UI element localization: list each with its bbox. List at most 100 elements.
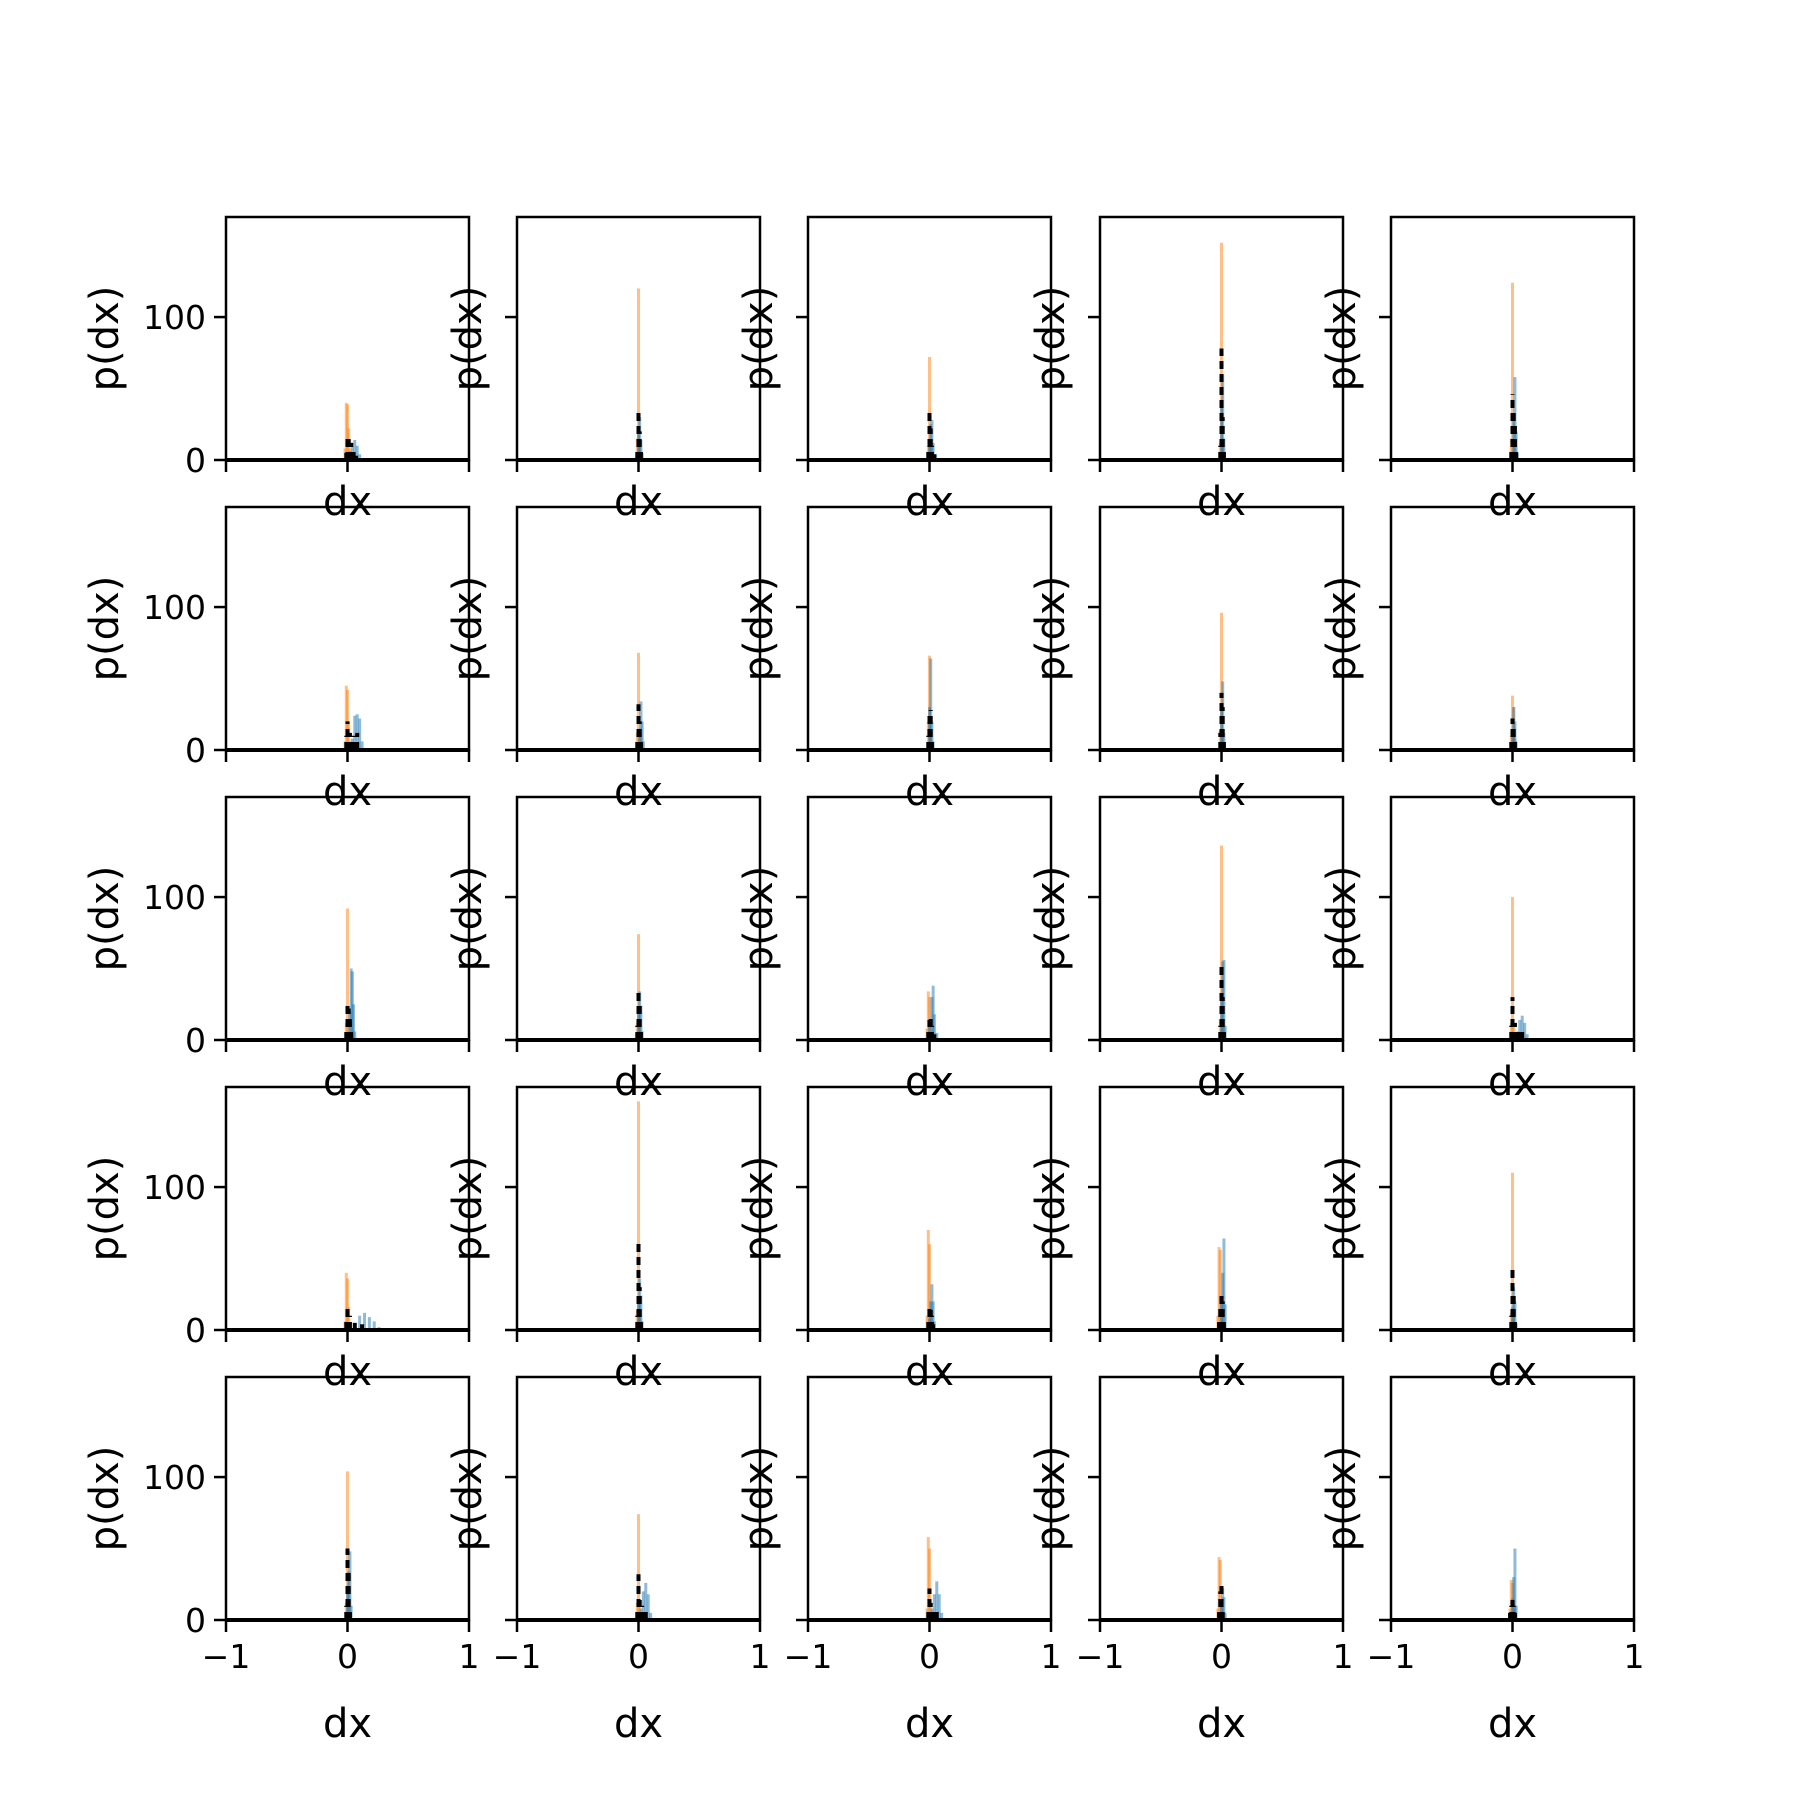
blue-histogram-bar xyxy=(350,442,354,460)
y-axis-label: p(dx) xyxy=(1319,1446,1365,1552)
x-tick-label: 1 xyxy=(459,1637,480,1676)
series-dashed xyxy=(1509,718,1517,750)
y-axis-label: p(dx) xyxy=(1319,1156,1365,1262)
series-orange-bars xyxy=(343,685,352,750)
y-axis-label: p(dx) xyxy=(82,866,128,972)
subplot-4-4: p(dx) xyxy=(1028,1085,1345,1342)
blue-histogram-bar xyxy=(1222,732,1226,750)
orange-histogram-bar xyxy=(928,1548,931,1620)
y-tick-label: 100 xyxy=(143,1168,206,1207)
x-tick-label: −1 xyxy=(202,1637,251,1676)
blue-histogram-bar xyxy=(929,658,933,750)
x-axis-label: dx xyxy=(905,479,954,525)
subplot-2-1: 0 100 p(dx) xyxy=(82,505,471,770)
y-axis-label: p(dx) xyxy=(1028,576,1074,682)
subplot-3-5: p(dx) xyxy=(1319,795,1636,1052)
orange-histogram-bar xyxy=(637,288,640,460)
blue-histogram-bar xyxy=(358,718,362,750)
subplot-2-5: p(dx) xyxy=(1319,505,1636,762)
series-dashed xyxy=(344,721,360,750)
x-axis-label: dx xyxy=(905,769,954,815)
orange-histogram-bar xyxy=(637,1101,640,1330)
y-axis-label: p(dx) xyxy=(82,286,128,392)
orange-histogram-bar xyxy=(1511,897,1514,1040)
y-tick-label: 0 xyxy=(185,1311,206,1350)
blue-histogram-bar xyxy=(641,1591,645,1620)
blue-histogram-bar xyxy=(937,1594,941,1620)
x-axis-label: dx xyxy=(1197,1059,1246,1105)
x-tick-label: 0 xyxy=(1211,1637,1232,1676)
y-tick-label: 100 xyxy=(143,878,206,917)
subplot-3-2: p(dx) xyxy=(445,795,762,1052)
blue-histogram-bar xyxy=(932,1594,936,1620)
blue-histogram-bar xyxy=(1223,1304,1227,1330)
series-orange-bars xyxy=(925,1537,933,1620)
x-axis-label: dx xyxy=(614,479,663,525)
blue-histogram-bar xyxy=(940,1612,944,1620)
blue-histogram-bar xyxy=(649,1612,653,1620)
series-dashed xyxy=(1217,1292,1226,1330)
blue-histogram-bar xyxy=(360,741,364,750)
series-dashed xyxy=(344,1005,354,1040)
y-tick-label: 0 xyxy=(185,731,206,770)
x-axis-label: dx xyxy=(1488,479,1537,525)
y-tick-label: 100 xyxy=(143,298,206,337)
orange-histogram-bar xyxy=(928,1244,931,1330)
y-tick-label: 0 xyxy=(185,1601,206,1640)
subplot-3-3: p(dx) xyxy=(736,795,1053,1052)
blue-histogram-bar xyxy=(1222,438,1226,460)
y-axis-label: p(dx) xyxy=(1028,1446,1074,1552)
orange-histogram-bar xyxy=(1220,845,1223,1040)
x-axis-label: dx xyxy=(614,1059,663,1105)
x-axis-label: dx xyxy=(905,1059,954,1105)
x-axis-label: dx xyxy=(323,769,372,815)
blue-histogram-bar xyxy=(932,1014,936,1040)
y-axis-label: p(dx) xyxy=(736,1156,782,1262)
blue-histogram-bar xyxy=(638,417,642,460)
orange-histogram-bar xyxy=(928,997,931,1040)
blue-histogram-bar xyxy=(935,1581,939,1620)
blue-histogram-bar xyxy=(367,1317,371,1330)
x-axis-label: dx xyxy=(905,1701,954,1747)
blue-histogram-bar xyxy=(931,985,935,1040)
x-axis-label: dx xyxy=(614,1701,663,1747)
y-axis-label: p(dx) xyxy=(445,286,491,392)
blue-histogram-bar xyxy=(931,1301,935,1330)
y-axis-label: p(dx) xyxy=(445,866,491,972)
x-axis-label: dx xyxy=(1197,479,1246,525)
blue-histogram-bar xyxy=(358,1315,362,1330)
series-orange-bars xyxy=(343,1272,352,1330)
y-axis-label: p(dx) xyxy=(445,1156,491,1262)
series-blue-bars xyxy=(1220,681,1226,750)
blue-histogram-bar xyxy=(1518,1019,1522,1040)
x-tick-label: −1 xyxy=(784,1637,833,1676)
subplot-2-2: p(dx) xyxy=(445,505,762,762)
blue-histogram-bar xyxy=(644,1582,648,1620)
x-axis-label: dx xyxy=(323,1349,372,1395)
blue-histogram-bar xyxy=(352,1004,356,1040)
blue-histogram-bar xyxy=(348,1551,352,1620)
blue-histogram-bar xyxy=(372,1321,376,1330)
x-tick-label: 0 xyxy=(1502,1637,1523,1676)
blue-histogram-bar xyxy=(353,1031,357,1040)
orange-histogram-bar xyxy=(346,908,349,1040)
blue-histogram-bar xyxy=(363,1312,367,1330)
y-axis-label: p(dx) xyxy=(736,1446,782,1552)
y-axis-label: p(dx) xyxy=(1028,1156,1074,1262)
subplot-4-1: 0 100 p(dx) xyxy=(82,1085,471,1350)
x-axis-label: dx xyxy=(1488,769,1537,815)
subplot-3-1: 0 100 p(dx) xyxy=(82,795,471,1060)
orange-histogram-bar xyxy=(928,357,931,460)
subplot-2-3: p(dx) xyxy=(736,505,1053,762)
y-axis-label: p(dx) xyxy=(82,576,128,682)
y-axis-label: p(dx) xyxy=(445,1446,491,1552)
x-tick-label: 0 xyxy=(628,1637,649,1676)
y-axis-label: p(dx) xyxy=(82,1446,128,1552)
x-axis-label: dx xyxy=(323,479,372,525)
orange-histogram-bar xyxy=(346,1278,349,1330)
orange-histogram-bar xyxy=(1218,1249,1222,1330)
x-tick-label: 1 xyxy=(1041,1637,1062,1676)
blue-histogram-bar xyxy=(1520,1015,1524,1040)
blue-histogram-bar xyxy=(355,445,359,460)
